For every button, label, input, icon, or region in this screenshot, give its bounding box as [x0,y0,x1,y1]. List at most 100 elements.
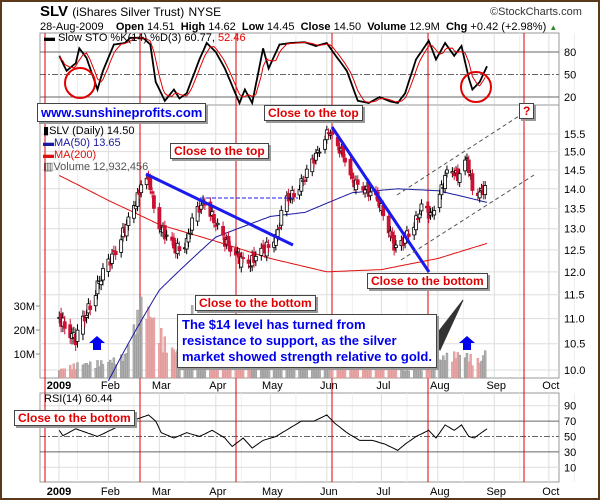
price-tick-label: 15.0 [564,147,585,159]
candle-body [443,175,448,189]
candle-body [84,315,89,318]
candle-body [212,214,216,224]
candle-body [292,193,296,198]
price-tick-label: 10.5 [564,339,585,351]
symbol: SLV [40,3,69,20]
legend-price: ▮SLV (Daily) 14.50 [43,125,135,137]
volume-bar [292,367,296,379]
candle-body [303,179,307,182]
candle-body [277,227,282,229]
up-triangle-icon: ▲ [549,23,558,32]
legend-price-text: SLV (Daily) 14.50 [49,125,135,137]
candle-body [466,159,471,174]
x-tick-label: Oct [542,486,559,498]
x-tick-label: Jul [376,380,390,392]
price-tick-label: 12.0 [564,267,585,279]
price-tick-label: 13.0 [564,224,585,236]
channel-lower-line [400,174,535,261]
sto-tick-label: 20 [564,92,576,104]
rsi-tick-label: 70 [564,416,576,428]
price-tick-label: 14.0 [564,184,585,196]
chg-label: Chg [445,21,468,33]
candle-body [463,159,468,172]
candle-body [414,215,418,231]
x-tick-label: Mar [152,486,171,498]
sto-k-line [58,36,488,106]
price-legend: ▮SLV (Daily) 14.50 ▬MA(50) 13.65 ▬MA(200… [43,125,148,173]
candle-body [439,184,444,196]
annotation-close-to-bottom-right: Close to the bottom [367,273,488,289]
x-tick-label: Feb [101,380,120,392]
candle-body [139,184,144,194]
candle-body [221,226,225,236]
candle-body [75,329,80,342]
volume-tick-label: 10M [14,349,35,361]
close-value: 14.50 [333,21,362,33]
candle-body [93,295,98,307]
candle-body [348,159,353,176]
sto-legend: ▬ Slow STO %K(14) %D(3) 60.77, 52.46 [44,32,246,44]
x-tick-label: Mar [152,380,171,392]
volume-bar [229,369,232,379]
x-tick-label: Oct [542,380,559,392]
quote-line: 28-Aug-2009 Open 14.51 High 14.62 Low 14… [40,21,557,33]
volume-bar [114,364,117,379]
high-label: High [180,21,206,33]
candle-body [152,195,156,209]
legend-ma50-text: MA(50) 13.65 [54,137,121,149]
annotation-close-to-bottom-mid: Close to the bottom [195,295,316,311]
open-value: 14.51 [147,21,175,33]
website-label: www.sunshineprofits.com [37,103,207,122]
volume-bar [471,365,474,379]
x-tick-label: 2009 [47,486,71,498]
x-tick-label: May [262,486,283,498]
rsi-tick-label: 30 [564,447,576,459]
candle-body [190,217,195,231]
candle-body [324,129,329,141]
volume-bar [127,344,130,379]
sto-legend-k: Slow STO %K(14) %D(3) 60.77, [58,32,215,44]
candle-body [286,192,291,202]
chart-title: SLV (iShares Silver Trust) NYSE [40,3,221,20]
candle-body [304,168,309,178]
candle-body [126,216,131,226]
volume-bar [101,364,105,379]
candle-body [419,203,424,212]
candle-body [253,255,258,262]
volume-bar [165,352,168,379]
x-tick-label: Feb [101,486,120,498]
x-tick-label: Jul [376,486,390,498]
candle-body [437,193,442,209]
volume-bar [445,352,449,379]
volume-tick-label: 20M [14,325,35,337]
volume-bar [483,350,487,379]
price-tick-label: 15.5 [564,129,585,141]
annotation-close-to-top-sto: Close to the top [264,105,363,121]
candle-body [235,251,240,254]
candle-body [186,233,191,243]
x-tick-label: Jun [320,380,338,392]
x-tick-label: Apr [209,380,226,392]
candle-body [330,131,335,135]
candle-body [350,172,355,179]
candle-body [150,191,155,194]
candle-body [355,179,360,185]
blue-arrow-up-icon [459,336,475,350]
candle-body [386,215,391,234]
volume-bar [458,354,461,379]
candle-body [188,232,193,235]
sto-legend-d: 52.46 [218,32,246,44]
low-label: Low [241,21,264,33]
quote-date: 28-Aug-2009 [40,21,104,33]
candle-body [323,139,327,150]
volume-bar [139,296,143,379]
candle-body [246,259,251,264]
candle-body [259,247,264,256]
candle-body [110,253,114,264]
sto-tick-label: 80 [564,47,576,59]
candle-body [162,225,167,240]
candle-body [157,207,162,230]
volume-bar [420,370,423,379]
candle-body [88,305,93,310]
volume-bar [63,368,66,379]
